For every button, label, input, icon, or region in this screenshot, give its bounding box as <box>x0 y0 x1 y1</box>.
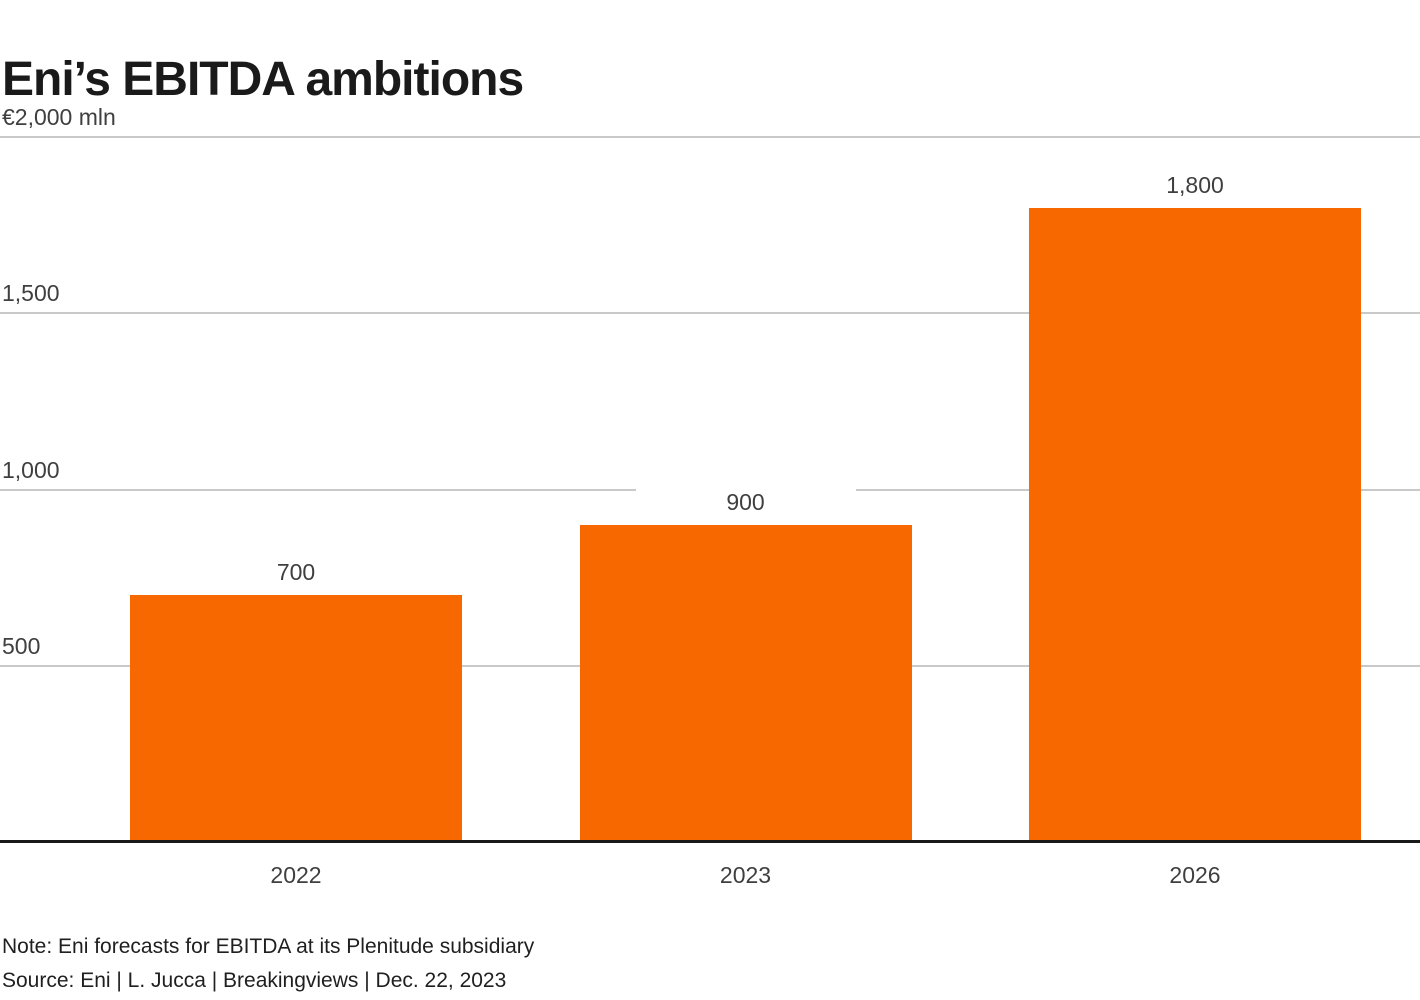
x-axis-line <box>0 840 1420 843</box>
bar-value-label-2023: 900 <box>635 487 856 516</box>
bar-2022 <box>130 595 462 842</box>
x-tick-label-2026: 2026 <box>1169 862 1221 888</box>
bar-2023 <box>579 524 912 842</box>
y-tick-label-1000: 1,000 <box>2 456 60 483</box>
y-tick-label-1500: 1,500 <box>2 280 60 307</box>
y-tick-label-500: 500 <box>2 632 41 659</box>
x-tick-label-2023: 2023 <box>719 862 772 888</box>
x-tick-label-2022: 2022 <box>270 862 322 888</box>
gridline-1500 <box>0 312 1420 315</box>
chart-note: Note: Eni forecasts for EBITDA at its Pl… <box>2 935 535 958</box>
chart-title: Eni’s EBITDA ambitions <box>2 53 524 107</box>
bar-value-label-2022: 700 <box>186 558 406 587</box>
y-tick-label-2000: €2,000 mln <box>2 104 116 130</box>
bar-value-label-2026: 1,800 <box>1085 170 1305 199</box>
chart-source: Source: Eni | L. Jucca | Breakingviews |… <box>2 969 507 992</box>
bar-2026 <box>1029 207 1361 842</box>
gridline-2000 <box>0 136 1420 138</box>
